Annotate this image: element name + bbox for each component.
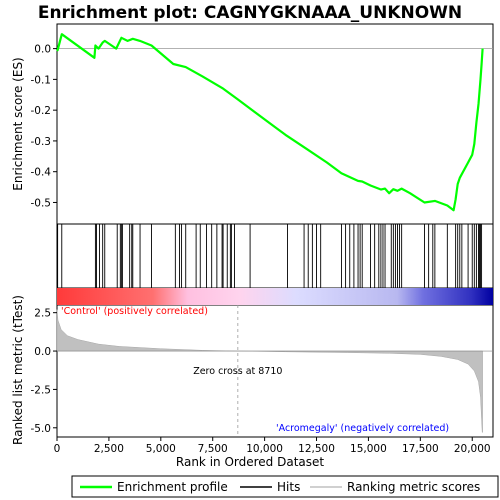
ranking-metric-area: [56, 309, 493, 433]
metric-tick-label: 0.0: [34, 346, 51, 358]
x-tick-label: 17,500: [402, 443, 439, 455]
metric-axis-ticks: 2.5 0.0 -2.5 -5.0: [31, 308, 57, 435]
x-tick-label: 10,000: [246, 443, 283, 455]
x-tick-label: 0: [54, 443, 61, 455]
x-tick-label: 20,000: [454, 443, 491, 455]
zero-cross-label: Zero cross at 8710: [193, 366, 282, 377]
metric-tick-label: -2.5: [31, 384, 52, 396]
legend-item-hits: Hits: [240, 480, 300, 494]
x-tick-label: 7,500: [198, 443, 228, 455]
x-tick-label: 5,000: [146, 443, 176, 455]
legend-item-enrichment: Enrichment profile: [80, 480, 228, 494]
chart-title: Enrichment plot: CAGNYGKNAAA_UNKNOWN: [38, 3, 462, 23]
metric-tick-label: 2.5: [34, 308, 51, 320]
es-tick-label: 0.0: [34, 44, 51, 56]
legend-item-metric: Ranking metric scores: [310, 480, 480, 494]
metric-axis-label: Ranked list metric (tTest): [11, 295, 25, 445]
hit-markers: [57, 224, 483, 288]
x-tick-label: 2,500: [94, 443, 124, 455]
es-tick-label: -0.4: [31, 167, 52, 179]
es-tick-label: -0.2: [31, 105, 52, 117]
x-axis-ticks: 0 2,500 5,000 7,500 10,000 12,500 15,000 17,500…: [54, 437, 491, 455]
enrichment-profile-line: [55, 33, 484, 212]
es-tick-label: -0.1: [31, 74, 52, 86]
es-axis-label: Enrichment score (ES): [11, 57, 25, 190]
metric-area-fill: [56, 309, 483, 433]
x-tick-label: 15,000: [350, 443, 387, 455]
metric-tick-label: -5.0: [31, 423, 52, 435]
legend-label-metric: Ranking metric scores: [347, 480, 480, 494]
legend-box: [71, 475, 499, 498]
x-tick-label: 12,500: [298, 443, 335, 455]
es-panel-frame: [56, 23, 494, 225]
x-axis-label: Rank in Ordered Dataset: [176, 455, 324, 469]
legend-label-enrichment: Enrichment profile: [117, 480, 228, 494]
positive-correlation-label: 'Control' (positively correlated): [61, 306, 208, 317]
negative-correlation-label: 'Acromegaly' (negatively correlated): [276, 423, 449, 434]
es-series-line: [55, 33, 484, 212]
es-tick-label: -0.5: [31, 197, 52, 209]
es-axis-ticks: 0.0 -0.1 -0.2 -0.3 -0.4 -0.5: [31, 44, 57, 209]
legend-label-hits: Hits: [277, 480, 300, 494]
es-tick-label: -0.3: [31, 136, 52, 148]
rank-color-bar: [57, 288, 493, 305]
